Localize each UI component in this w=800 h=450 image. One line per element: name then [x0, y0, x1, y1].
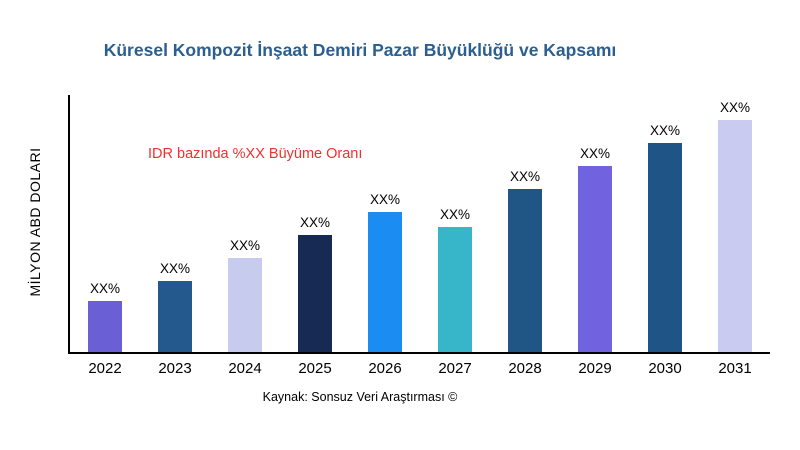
bar-group: XX%	[350, 192, 420, 352]
x-axis-line	[68, 352, 770, 354]
bar	[88, 301, 122, 352]
y-axis-label: MİLYON ABD DOLARI	[27, 147, 43, 297]
x-tick-label: 2031	[718, 360, 752, 377]
bar	[578, 165, 612, 352]
bar	[438, 227, 472, 352]
bar-group: XX%	[420, 207, 490, 352]
bar-value-label: XX%	[229, 237, 260, 253]
x-tick-label: 2027	[438, 360, 472, 377]
bar	[648, 142, 682, 352]
x-tick-label: 2024	[228, 360, 262, 377]
x-tick-label: 2023	[158, 360, 192, 377]
bar-series: XX% XX% XX% XX% XX% XX% XX% XX% XX% XX%	[70, 95, 770, 352]
bar-group: XX%	[700, 100, 770, 352]
bar-group: XX%	[70, 281, 140, 352]
source-caption: Kaynak: Sonsuz Veri Araştırması ©	[262, 390, 458, 404]
bar-value-label: XX%	[649, 122, 680, 138]
growth-rate-annotation: IDR bazında %XX Büyüme Oranı	[148, 146, 363, 162]
bar	[158, 280, 192, 352]
bar-group: XX%	[490, 169, 560, 352]
x-tick-label: 2030	[648, 360, 682, 377]
bar	[228, 257, 262, 352]
x-tick-label: 2022	[88, 360, 122, 377]
bar	[718, 119, 752, 352]
bar-value-label: XX%	[509, 168, 540, 184]
bar-value-label: XX%	[439, 207, 470, 223]
x-tick-label: 2025	[298, 360, 332, 377]
bar-value-label: XX%	[159, 260, 190, 276]
x-tick-label: 2028	[508, 360, 542, 377]
bar-value-label: XX%	[299, 214, 330, 230]
bar-value-label: XX%	[369, 191, 400, 207]
x-tick-label: 2029	[578, 360, 612, 377]
bar	[368, 211, 402, 352]
bar-group: XX%	[280, 215, 350, 352]
bar-group: XX%	[210, 238, 280, 352]
bar	[298, 234, 332, 352]
y-axis-line	[68, 95, 70, 354]
x-axis-tick-labels: 2022 2023 2024 2025 2026 2027 2028 2029 2030 2031	[70, 360, 770, 377]
bar-value-label: XX%	[89, 281, 120, 296]
bar-group: XX%	[560, 146, 630, 352]
bar-group: XX%	[140, 261, 210, 352]
bar-group: XX%	[630, 123, 700, 352]
x-tick-label: 2026	[368, 360, 402, 377]
chart-title: Küresel Kompozit İnşaat Demiri Pazar Büy…	[103, 40, 617, 60]
bar	[508, 188, 542, 352]
bar-value-label: XX%	[719, 99, 750, 115]
bar-value-label: XX%	[579, 145, 610, 161]
